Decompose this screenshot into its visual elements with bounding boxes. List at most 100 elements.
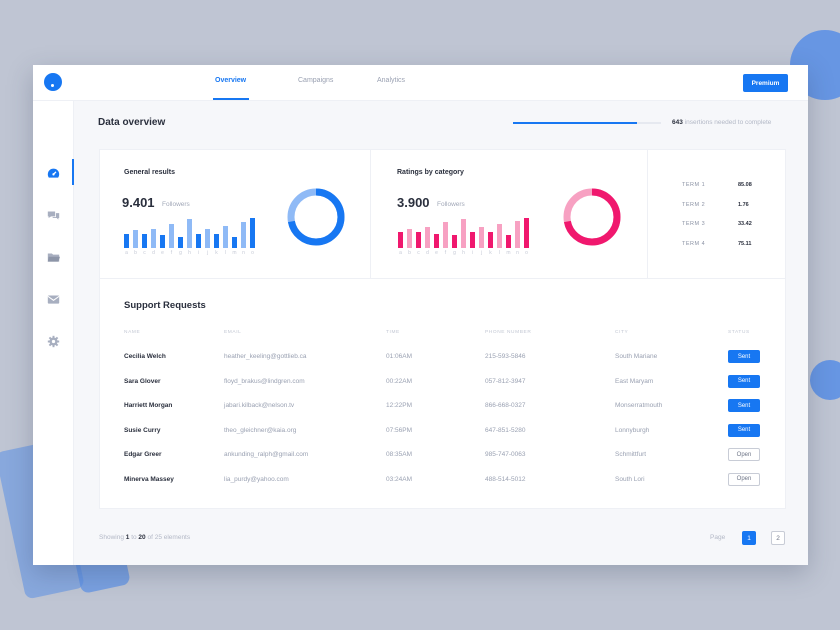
cell-name: Susie Curry <box>124 426 161 434</box>
ratings-bar <box>479 227 484 248</box>
support-requests-title: Support Requests <box>124 300 206 311</box>
of-label: of <box>147 534 153 541</box>
dashboard-icon[interactable] <box>46 166 60 180</box>
ratings-bar <box>515 221 520 248</box>
status-button-sent[interactable]: Sent <box>728 423 760 437</box>
general-results-bar <box>151 229 156 248</box>
general-results-bar <box>205 229 210 248</box>
general-results-bar <box>124 234 129 248</box>
cell-email: ankunding_ralph@gmail.com <box>224 451 309 458</box>
general-results-title: General results <box>124 169 175 176</box>
cell-phone: 488-514-5012 <box>485 475 526 483</box>
cell-name: Edgar Greer <box>124 451 162 458</box>
general-results-bar-label: o <box>251 250 254 256</box>
general-results-bar <box>187 219 192 248</box>
general-results-unit: Followers <box>162 201 190 208</box>
tab-overview[interactable]: Overview <box>215 77 247 84</box>
general-results-bar-label: f <box>170 250 173 256</box>
general-results-bar <box>160 235 165 248</box>
cell-time: 03:24AM <box>386 475 413 483</box>
page-button-2[interactable]: 2 <box>771 531 785 545</box>
term-value: 33.42 <box>738 221 752 227</box>
term-label: TERM 4 <box>682 241 706 247</box>
ratings-bar <box>407 229 412 248</box>
term-label: TERM 2 <box>682 202 706 208</box>
cell-name: Sara Glover <box>124 377 161 385</box>
cell-phone: 985-747-0063 <box>485 451 526 458</box>
status-button-open[interactable]: Open <box>728 448 760 461</box>
general-results-bar-label: k <box>215 250 218 256</box>
ratings-bar <box>506 235 511 248</box>
general-results-bar-label: g <box>179 250 182 256</box>
general-results-bar-label: i <box>197 250 200 256</box>
general-results-bar-label: m <box>232 250 237 256</box>
cell-city: Schmittfurt <box>615 451 647 458</box>
ratings-bar <box>497 224 502 248</box>
page-button-1[interactable]: 1 <box>742 531 756 545</box>
logo-icon[interactable] <box>44 73 62 91</box>
ratings-bar-label: l <box>498 250 501 256</box>
cell-time: 01:06AM <box>386 353 413 360</box>
cell-phone: 057-812-3947 <box>485 377 526 385</box>
cell-phone: 647-851-5280 <box>485 426 526 434</box>
cell-city: East Maryam <box>615 377 654 385</box>
divider <box>370 150 371 280</box>
progress-text: 643 insertions needed to complete <box>672 119 771 126</box>
cell-city: South Lori <box>615 475 645 483</box>
app-window: Overview Campaigns Analytics Premium Dat… <box>33 65 808 565</box>
ratings-bar <box>398 232 403 248</box>
gear-icon[interactable] <box>46 334 60 348</box>
general-results-bar <box>250 218 255 248</box>
cell-email: lia_purdy@yahoo.com <box>224 475 289 483</box>
active-tab-indicator <box>213 98 249 100</box>
column-header-city: CITY <box>615 330 629 335</box>
cell-city: South Mariane <box>615 353 658 360</box>
showing-label: Showing <box>99 534 124 541</box>
ratings-donut-value <box>563 188 621 246</box>
ratings-bar-label: a <box>399 250 402 256</box>
status-button-open[interactable]: Open <box>728 472 760 486</box>
chat-icon[interactable] <box>46 208 60 222</box>
main-content: Data overview 643 insertions needed to c… <box>74 101 808 565</box>
term-value: 85.08 <box>738 182 752 188</box>
status-button-sent[interactable]: Sent <box>728 350 760 363</box>
status-button-sent[interactable]: Sent <box>728 399 760 412</box>
general-results-bar <box>133 230 138 248</box>
tab-campaigns[interactable]: Campaigns <box>298 77 334 84</box>
tab-analytics[interactable]: Analytics <box>377 77 406 84</box>
ratings-bar <box>488 232 493 248</box>
ratings-bar-label: c <box>417 250 420 256</box>
premium-button[interactable]: Premium <box>743 74 788 92</box>
cell-time: 07:56PM <box>386 426 413 434</box>
divider <box>647 150 648 280</box>
cell-email: floyd_brakus@lindgren.com <box>224 377 305 385</box>
general-results-bar <box>142 234 147 248</box>
page-label: Page <box>710 534 726 541</box>
general-results-bar <box>178 237 183 248</box>
folder-icon[interactable] <box>46 250 60 264</box>
mail-icon[interactable] <box>46 292 60 306</box>
cell-name: Minerva Massey <box>124 475 174 483</box>
cell-phone: 215-593-5846 <box>485 353 526 360</box>
ratings-bar <box>434 234 439 248</box>
range-end: 20 <box>138 534 146 541</box>
term-label: TERM 1 <box>682 182 706 188</box>
column-header-time: TIME <box>386 330 400 335</box>
status-button-sent[interactable]: Sent <box>728 374 760 388</box>
ratings-unit: Followers <box>437 201 465 208</box>
ratings-value: 3.900 <box>397 195 430 210</box>
general-results-bar-label: d <box>152 250 155 256</box>
ratings-bar-label: b <box>408 250 411 256</box>
progress-count: 643 <box>672 119 683 126</box>
general-results-bar-label: c <box>143 250 146 256</box>
general-results-bar <box>196 234 201 248</box>
ratings-bar-label: e <box>435 250 438 256</box>
general-results-bar <box>223 226 228 248</box>
general-results-bar-label: l <box>224 250 227 256</box>
column-header-email: EMAIL <box>224 330 242 335</box>
term-value: 75.11 <box>738 241 752 247</box>
completion-progress-bar <box>513 122 661 124</box>
